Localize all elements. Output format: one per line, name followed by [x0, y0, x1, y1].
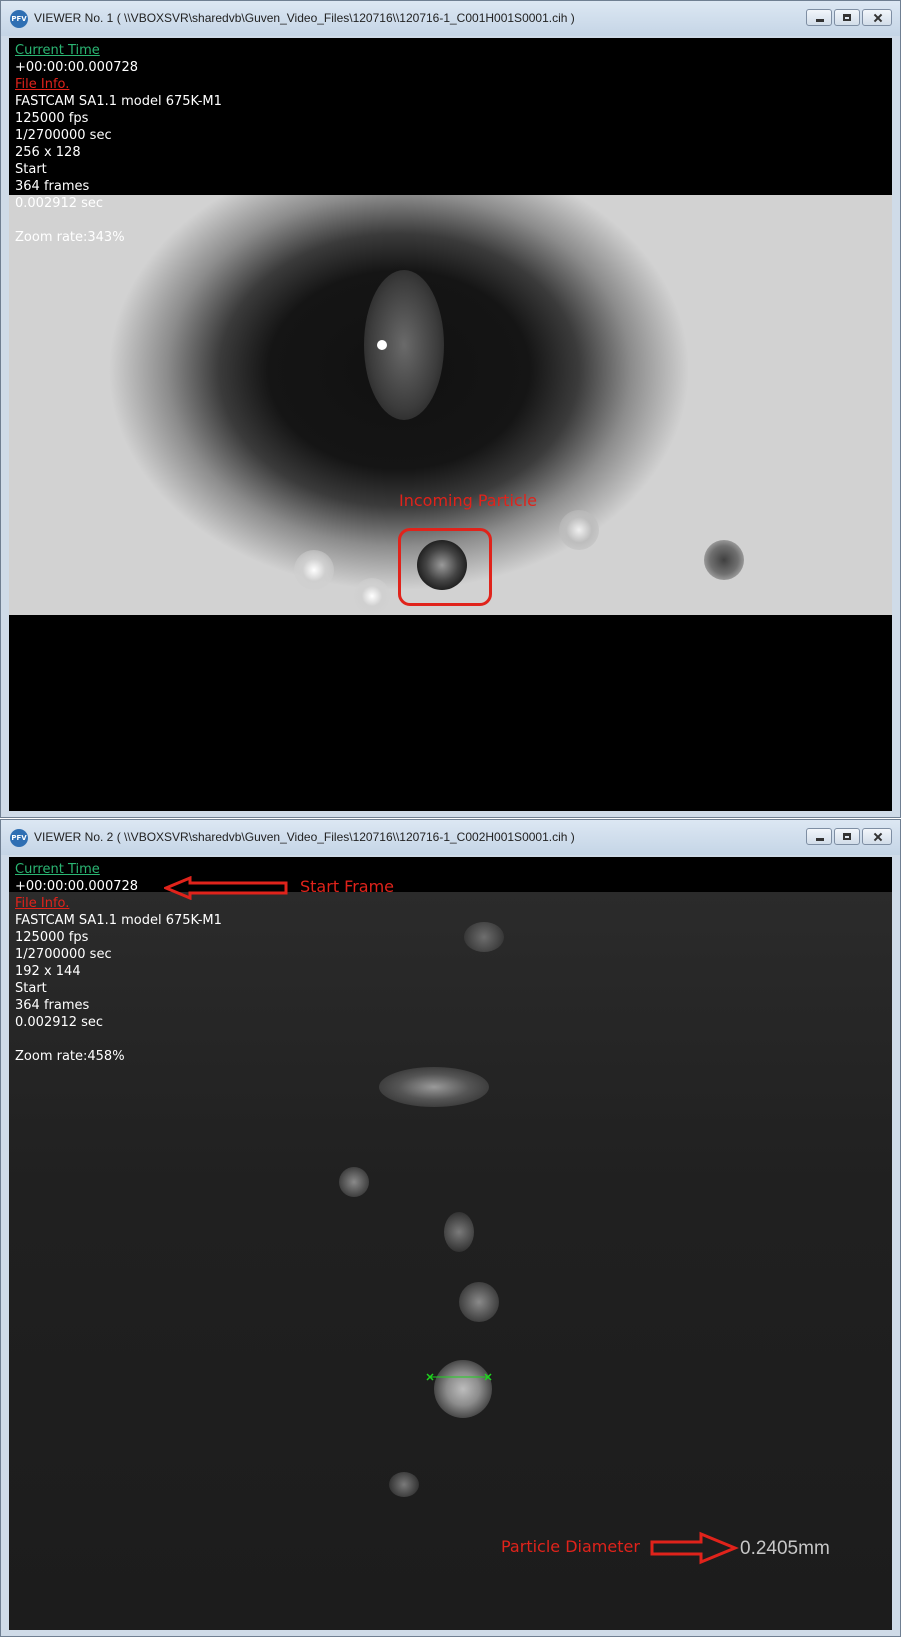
app-icon: PFV — [10, 829, 28, 847]
debris-blob — [389, 1472, 419, 1497]
minimize-icon — [807, 10, 831, 25]
title-bar[interactable]: PFV VIEWER No. 2 ( \\VBOXSVR\sharedvb\Gu… — [1, 820, 900, 855]
current-time-value: +00:00:00.000728 — [15, 879, 139, 894]
camera-model: FASTCAM SA1.1 model 675K-M1 — [15, 913, 222, 928]
debris-blob — [459, 1282, 499, 1322]
trigger-mode: Start — [15, 162, 47, 177]
maximize-icon — [835, 829, 859, 844]
video-viewport[interactable]: Current Time +00:00:00.000728 File Info.… — [9, 857, 892, 1630]
particle-highlight-box — [398, 528, 492, 606]
viewer-window-2: PFV VIEWER No. 2 ( \\VBOXSVR\sharedvb\Gu… — [0, 819, 901, 1637]
incoming-particle-label: Incoming Particle — [399, 491, 537, 510]
video-frame-image — [9, 892, 892, 1630]
current-time-value: +00:00:00.000728 — [15, 60, 139, 75]
title-bar[interactable]: PFV VIEWER No. 1 ( \\VBOXSVR\sharedvb\Gu… — [1, 1, 900, 36]
minimize-button[interactable] — [806, 828, 832, 845]
video-frame-image — [9, 195, 892, 615]
bright-blob — [377, 340, 387, 350]
file-info-link[interactable]: File Info. — [15, 77, 70, 92]
frame-count: 364 frames — [15, 179, 90, 194]
dark-blob — [704, 540, 744, 580]
zoom-rate: Zoom rate:343% — [15, 230, 125, 245]
current-time-link[interactable]: Current Time — [15, 862, 100, 877]
frame-rate: 125000 fps — [15, 930, 89, 945]
close-icon — [863, 10, 891, 25]
window-title: VIEWER No. 1 ( \\VBOXSVR\sharedvb\Guven_… — [34, 11, 575, 25]
info-overlay: Current Time +00:00:00.000728 File Info.… — [15, 42, 222, 246]
particle-blob — [434, 1360, 492, 1418]
file-info-link[interactable]: File Info. — [15, 896, 70, 911]
frame-count: 364 frames — [15, 998, 90, 1013]
maximize-button[interactable] — [834, 828, 860, 845]
video-viewport[interactable]: Current Time +00:00:00.000728 File Info.… — [9, 38, 892, 811]
diameter-value: 0.2405mm — [740, 1538, 830, 1559]
close-icon — [863, 829, 891, 844]
debris-blob — [444, 1212, 474, 1252]
arrow-left-icon — [164, 876, 288, 900]
bright-blob — [559, 510, 599, 550]
diameter-measure-line — [426, 1373, 492, 1381]
maximize-button[interactable] — [834, 9, 860, 26]
bright-blob — [354, 578, 390, 614]
current-time-link[interactable]: Current Time — [15, 43, 100, 58]
duration: 0.002912 sec — [15, 196, 104, 211]
resolution: 192 x 144 — [15, 964, 81, 979]
camera-model: FASTCAM SA1.1 model 675K-M1 — [15, 94, 222, 109]
app-icon: PFV — [10, 10, 28, 28]
debris-blob — [464, 922, 504, 952]
debris-blob — [379, 1067, 489, 1107]
particle-diameter-label: Particle Diameter — [501, 1537, 640, 1556]
window-title: VIEWER No. 2 ( \\VBOXSVR\sharedvb\Guven_… — [34, 830, 575, 844]
viewer-window-1: PFV VIEWER No. 1 ( \\VBOXSVR\sharedvb\Gu… — [0, 0, 901, 818]
debris-blob — [339, 1167, 369, 1197]
info-overlay: Current Time +00:00:00.000728 File Info.… — [15, 861, 222, 1065]
close-button[interactable] — [862, 9, 892, 26]
arrow-right-icon — [650, 1531, 739, 1565]
trigger-mode: Start — [15, 981, 47, 996]
duration: 0.002912 sec — [15, 1015, 104, 1030]
bright-blob — [417, 540, 467, 590]
frame-rate: 125000 fps — [15, 111, 89, 126]
maximize-icon — [835, 10, 859, 25]
resolution: 256 x 128 — [15, 145, 81, 160]
start-frame-label: Start Frame — [300, 877, 395, 896]
minimize-icon — [807, 829, 831, 844]
zoom-rate: Zoom rate:458% — [15, 1049, 125, 1064]
minimize-button[interactable] — [806, 9, 832, 26]
shutter-speed: 1/2700000 sec — [15, 128, 112, 143]
bright-blob — [364, 270, 444, 420]
shutter-speed: 1/2700000 sec — [15, 947, 112, 962]
bright-blob — [294, 550, 334, 590]
close-button[interactable] — [862, 828, 892, 845]
